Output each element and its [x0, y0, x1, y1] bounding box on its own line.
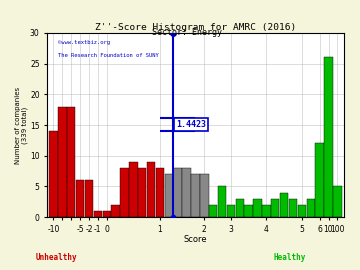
Bar — [191, 174, 200, 217]
Bar — [147, 162, 155, 217]
Bar — [227, 205, 235, 217]
Text: ©www.textbiz.org: ©www.textbiz.org — [58, 40, 110, 45]
Bar — [94, 211, 102, 217]
Text: The Research Foundation of SUNY: The Research Foundation of SUNY — [58, 53, 159, 58]
Title: Z''-Score Histogram for AMRC (2016): Z''-Score Histogram for AMRC (2016) — [95, 23, 296, 32]
Text: Sector: Energy: Sector: Energy — [152, 28, 222, 37]
Bar — [58, 107, 67, 217]
Bar — [218, 187, 226, 217]
Text: 1.4423: 1.4423 — [176, 120, 206, 129]
Bar — [200, 174, 208, 217]
Bar — [120, 168, 129, 217]
Text: Unhealthy: Unhealthy — [36, 254, 78, 262]
Bar — [174, 168, 182, 217]
Bar — [253, 199, 262, 217]
Bar — [67, 107, 76, 217]
Bar — [129, 162, 138, 217]
Bar — [156, 168, 164, 217]
Bar — [76, 180, 84, 217]
Bar — [262, 205, 271, 217]
Bar — [298, 205, 306, 217]
Bar — [333, 187, 342, 217]
Bar — [280, 193, 288, 217]
X-axis label: Score: Score — [184, 235, 207, 244]
Bar — [111, 205, 120, 217]
Bar — [235, 199, 244, 217]
Bar — [183, 168, 191, 217]
Bar — [324, 58, 333, 217]
Bar — [244, 205, 253, 217]
Bar — [307, 199, 315, 217]
Bar — [165, 174, 173, 217]
Bar — [103, 211, 111, 217]
Y-axis label: Number of companies
(339 total): Number of companies (339 total) — [15, 86, 28, 164]
Bar — [315, 143, 324, 217]
Bar — [209, 205, 217, 217]
Bar — [138, 168, 147, 217]
Text: Healthy: Healthy — [274, 254, 306, 262]
Bar — [289, 199, 297, 217]
Bar — [271, 199, 279, 217]
Bar — [85, 180, 93, 217]
Bar — [49, 131, 58, 217]
